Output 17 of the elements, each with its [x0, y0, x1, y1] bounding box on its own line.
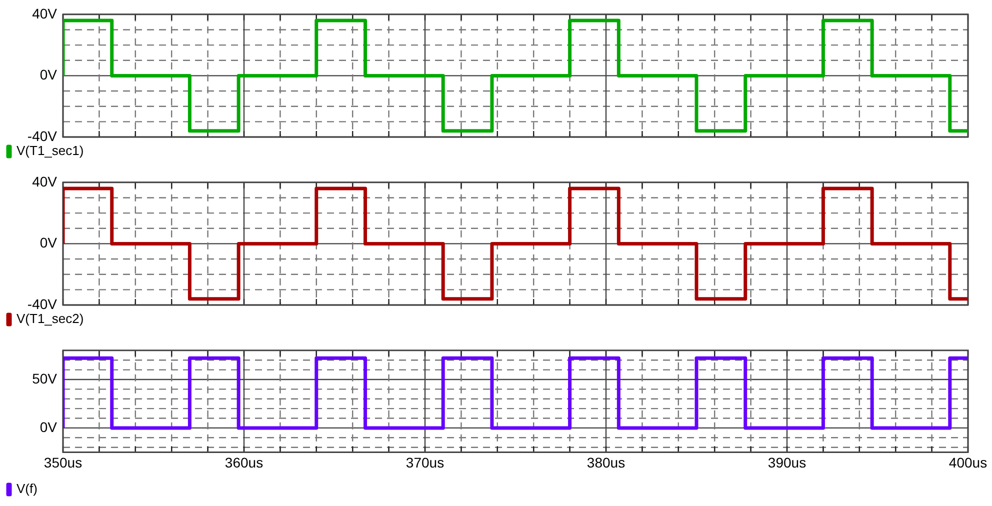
- legend-label: V(T1_sec1): [16, 143, 84, 158]
- x-tick-label: 380us: [586, 454, 626, 470]
- x-tick-label: 370us: [406, 454, 444, 470]
- y-tick-label: 0V: [40, 418, 58, 435]
- y-tick-label: 40V: [32, 5, 58, 22]
- y-tick-label: 50V: [32, 370, 58, 386]
- y-tick-label: -40V: [27, 128, 58, 144]
- x-tick-label: 390us: [768, 454, 806, 470]
- y-tick-label: -40V: [27, 296, 58, 312]
- y-tick-label: 0V: [40, 234, 58, 251]
- x-tick-label: 400us: [948, 454, 988, 470]
- x-tick-label: 350us: [44, 454, 82, 470]
- y-tick-label: 0V: [40, 66, 58, 83]
- legend-label: V(f): [16, 481, 38, 496]
- legend-label: V(T1_sec2): [16, 311, 84, 326]
- y-tick-label: 40V: [32, 173, 58, 190]
- x-tick-label: 360us: [224, 454, 264, 470]
